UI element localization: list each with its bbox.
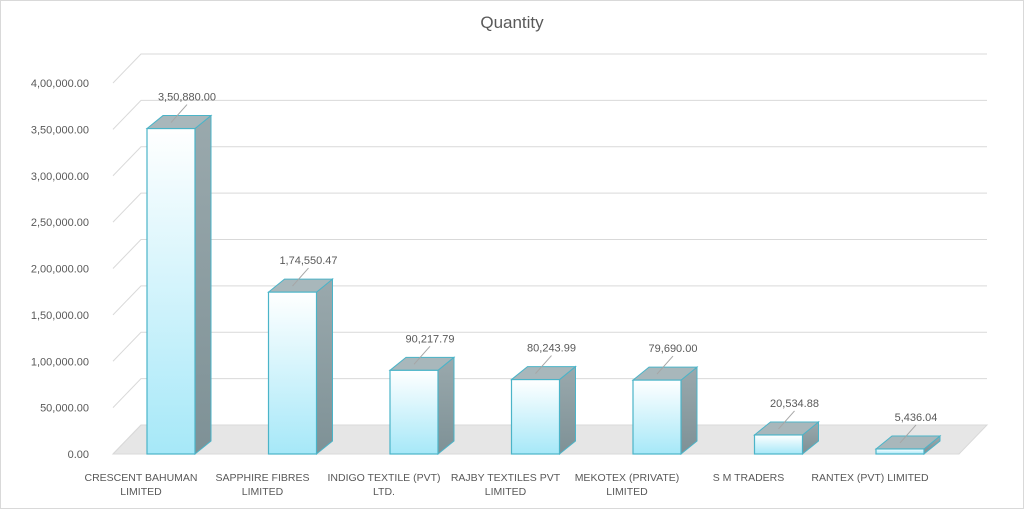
data-label-leader (535, 355, 552, 374)
gridline (112, 146, 987, 177)
bar-front (753, 434, 804, 455)
bar (145, 114, 213, 456)
data-labels: 3,50,880.00 1,74,550.47 90,217.79 80,243.99… (158, 92, 938, 444)
y-tick-label: 3,00,000.00 (31, 171, 89, 183)
chart-title: Quantity (480, 13, 544, 32)
data-label-leader (292, 267, 309, 287)
y-tick-label: 2,50,000.00 (31, 217, 89, 229)
x-category-label: S M TRADERS (713, 472, 785, 484)
x-category-label: LIMITED (485, 486, 527, 498)
gridline (112, 331, 987, 362)
bar (631, 366, 699, 456)
data-label-leader (778, 410, 795, 430)
data-label: 90,217.79 (406, 333, 455, 345)
data-label: 79,690.00 (649, 343, 698, 355)
bar-front (510, 378, 561, 455)
y-tick-label: 2,00,000.00 (31, 264, 89, 276)
bar-front (632, 379, 682, 455)
data-label: 20,534.88 (770, 398, 819, 410)
gridline (112, 53, 987, 84)
bar-front (389, 369, 439, 455)
data-label-leader (656, 355, 674, 375)
bar-side (194, 114, 212, 456)
gridline (112, 99, 987, 130)
data-label-leader (899, 424, 917, 444)
data-label: 80,243.99 (527, 343, 576, 355)
data-label: 5,436.04 (895, 412, 938, 424)
gridline (112, 378, 987, 408)
gridline (112, 424, 987, 455)
x-category-label: RAJBY TEXTILES PVT (451, 472, 561, 484)
x-category-label: LIMITED (120, 486, 162, 498)
y-tick-label: 3,50,000.00 (31, 124, 89, 136)
x-category-label: RANTEX (PVT) LIMITED (811, 472, 929, 484)
bar-side (559, 365, 576, 456)
gridline (112, 285, 987, 316)
bar (874, 434, 942, 456)
bar-side (316, 278, 333, 456)
y-tick-label: 4,00,000.00 (31, 78, 89, 90)
x-category-label: LIMITED (242, 486, 284, 498)
gridline (112, 239, 987, 269)
bar-front (146, 127, 196, 455)
bar (267, 278, 334, 456)
bar-side (437, 356, 455, 456)
bar-side (680, 366, 698, 456)
data-label-leader (413, 345, 431, 365)
y-axis: 0.00 50,000.00 1,00,000.00 1,50,000.00 2,00,… (31, 78, 89, 461)
x-category-label: LIMITED (606, 486, 648, 498)
y-tick-label: 1,00,000.00 (31, 356, 89, 368)
y-tick-label: 0.00 (68, 449, 89, 461)
x-category-label: LTD. (373, 486, 395, 498)
bar (388, 356, 456, 456)
x-axis: CRESCENT BAHUMAN LIMITED SAPPHIRE FIBRES LI… (85, 472, 930, 498)
bar-front (875, 448, 925, 455)
bars (145, 114, 942, 456)
y-tick-label: 1,50,000.00 (31, 310, 89, 322)
gridline (112, 192, 987, 223)
bar-front (267, 291, 318, 455)
x-category-label: INDIGO TEXTILE (PVT) (328, 472, 441, 484)
bar (510, 365, 577, 456)
x-category-label: SAPPHIRE FIBRES (216, 472, 310, 484)
data-label: 1,74,550.47 (279, 255, 337, 267)
y-tick-label: 50,000.00 (40, 403, 89, 415)
bar (753, 420, 820, 456)
data-label-leader (170, 104, 188, 123)
x-category-label: CRESCENT BAHUMAN (85, 472, 198, 484)
x-category-label: MEKOTEX (PRIVATE) (575, 472, 680, 484)
data-label: 3,50,880.00 (158, 92, 216, 104)
